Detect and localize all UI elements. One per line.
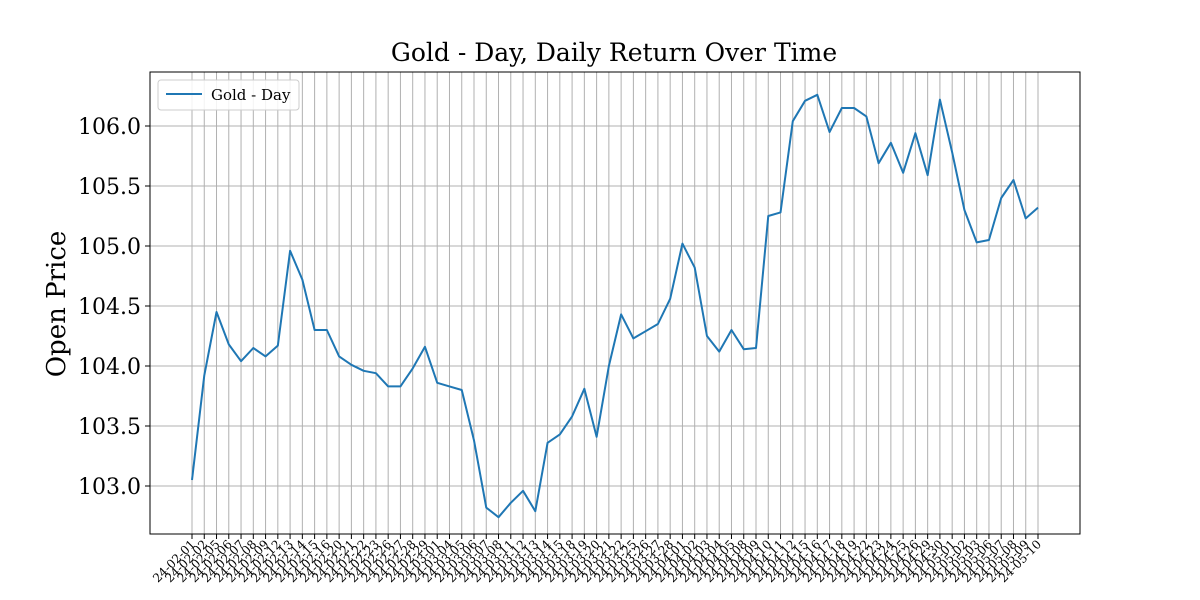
y-tick-label: 105.5 [78, 175, 141, 200]
legend-label: Gold - Day [211, 86, 291, 104]
y-tick-label: 104.0 [78, 355, 141, 380]
y-tick-label: 104.5 [78, 295, 141, 320]
plot-area-frame [149, 71, 1081, 535]
grid-lines [150, 72, 1080, 534]
series-line-gold-day [191, 93, 1039, 519]
y-tick-label: 103.5 [78, 415, 141, 440]
y-tick-label: 103.0 [78, 475, 141, 500]
y-axis-label: Open Price [42, 231, 72, 378]
y-axis-ticks: 103.0 103.5 104.0 104.5 105.0 105.5 106.0 [78, 115, 150, 500]
x-axis-ticks: 24-02-0124-02-0224-02-0524-02-0624-02-07… [150, 534, 1044, 585]
legend-box [157, 79, 300, 111]
y-tick-label: 106.0 [78, 115, 141, 140]
legend: Gold - Day [157, 79, 300, 111]
chart-title: Gold - Day, Daily Return Over Time [391, 38, 837, 67]
series-layer [191, 93, 1039, 519]
y-tick-label: 105.0 [78, 235, 141, 260]
